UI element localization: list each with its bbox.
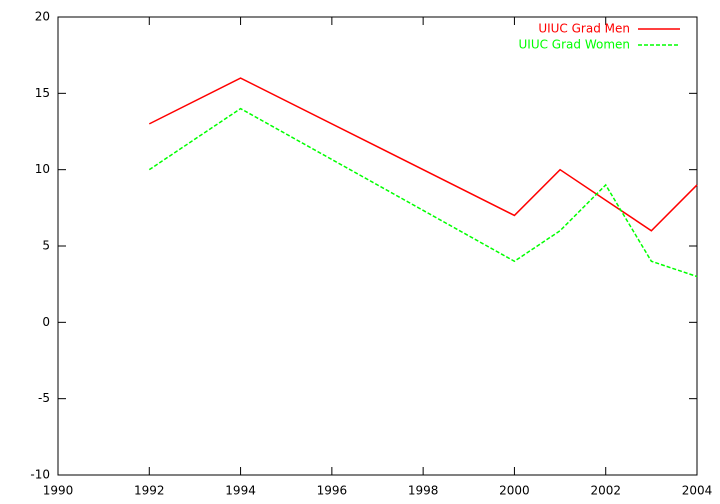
x-tick-label: 1996 xyxy=(317,484,348,498)
plot-frame xyxy=(57,16,698,476)
x-tick-label: 1992 xyxy=(134,484,165,498)
series-line xyxy=(148,107,698,278)
legend-label: UIUC Grad Women xyxy=(519,38,631,52)
y-tick-label: -10 xyxy=(30,468,50,482)
legend-label: UIUC Grad Men xyxy=(538,22,630,36)
x-tick-label: 2004 xyxy=(682,484,713,498)
y-tick-label: 0 xyxy=(42,315,50,329)
x-tick-label: 1998 xyxy=(408,484,439,498)
y-tick-label: 10 xyxy=(35,162,50,176)
y-tick-label: -5 xyxy=(38,391,50,405)
x-tick-label: 2002 xyxy=(590,484,621,498)
y-tick-label: 20 xyxy=(35,10,50,24)
x-tick-label: 1994 xyxy=(225,484,256,498)
series-line xyxy=(148,77,698,232)
y-tick-label: 15 xyxy=(35,86,50,100)
x-tick-label: 2000 xyxy=(499,484,530,498)
x-tick-label: 1990 xyxy=(43,484,74,498)
y-tick-label: 5 xyxy=(42,239,50,253)
